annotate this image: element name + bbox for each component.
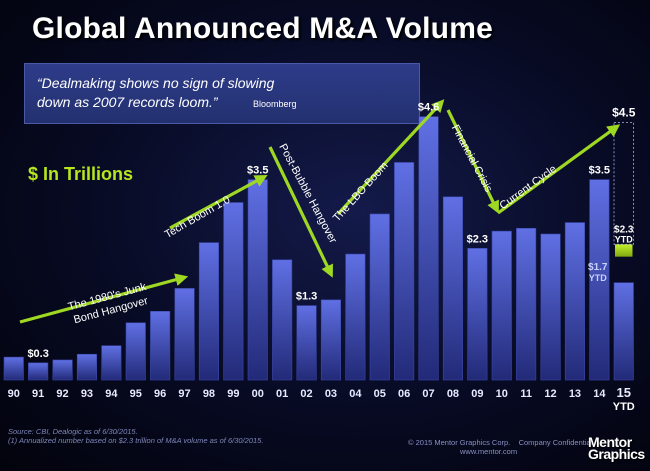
tick-label-04: 04 (349, 388, 362, 400)
bar-09 (467, 248, 488, 381)
tick-label-10: 10 (496, 388, 508, 400)
bar-13 (564, 222, 586, 381)
bar-94 (101, 345, 122, 381)
value-label-00: $3.5 (247, 165, 268, 177)
tick-label-92: 92 (56, 388, 68, 400)
tick-label-15: 15 (617, 385, 631, 400)
value-label-projected: $4.5 (612, 105, 636, 119)
value-label-07: $4.6 (418, 102, 439, 114)
tick-label-01: 01 (276, 388, 288, 400)
tick-label-08: 08 (447, 388, 459, 400)
value-label-09: $2.3 (467, 233, 488, 245)
quote-box: “Dealmaking shows no sign of slowing dow… (24, 63, 420, 124)
tick-label-96: 96 (154, 388, 166, 400)
value-label-annualized-ytd: YTD (615, 234, 634, 244)
value-label-ytd-actual-sub: YTD (589, 273, 608, 283)
bar-91 (28, 362, 49, 381)
bar-14 (589, 179, 610, 381)
value-label-02: $1.3 (296, 291, 317, 303)
bar-93 (76, 353, 97, 381)
bar-96 (150, 310, 171, 381)
annotation-label: Post-Bubble Hangover (276, 142, 339, 246)
tick-sublabel-15: YTD (613, 401, 635, 413)
ytd-annualized-bar (615, 244, 633, 257)
value-label-91: $0.3 (27, 348, 48, 360)
tick-label-03: 03 (325, 388, 337, 400)
value-label-14: $3.5 (589, 165, 610, 177)
tick-label-09: 09 (471, 388, 483, 400)
bar-07 (418, 116, 439, 381)
bar-98 (198, 242, 219, 381)
bar-00 (247, 179, 268, 381)
source-line: (1) Annualized number based on $2.3 tril… (8, 436, 264, 445)
bar-90 (3, 356, 24, 381)
bar-04 (345, 253, 366, 381)
annotation-label: Financial Crisis (449, 123, 495, 195)
chart-subtitle: $ In Trillions (28, 164, 134, 184)
copyright-line: © 2015 Mentor Graphics Corp. Company Con… (408, 438, 593, 447)
bar-97 (174, 288, 195, 381)
trend-arrow (268, 146, 334, 278)
tick-label-13: 13 (569, 388, 581, 400)
bar-15 (613, 282, 634, 381)
trend-arrow (169, 174, 268, 230)
page-title: Global Announced M&A Volume (32, 12, 493, 45)
quote-text: “Dealmaking shows no sign of slowing dow… (37, 75, 275, 110)
bar-01 (272, 259, 293, 381)
quote-source: Bloomberg (253, 99, 297, 109)
bar-08 (442, 196, 464, 381)
value-label-ytd-actual: $1.7 (588, 262, 608, 273)
tick-label-99: 99 (227, 388, 239, 400)
tick-label-98: 98 (203, 388, 215, 400)
tick-label-11: 11 (520, 388, 532, 400)
tick-label-02: 02 (300, 388, 312, 400)
tick-label-93: 93 (81, 388, 93, 400)
bar-92 (52, 359, 73, 381)
bar-10 (491, 230, 512, 381)
tick-label-91: 91 (32, 388, 44, 400)
trend-arrow (497, 124, 621, 215)
bar-06 (394, 162, 415, 381)
tick-label-07: 07 (422, 388, 434, 400)
value-label-annualized: $2.3 (614, 224, 634, 235)
trend-arrow (446, 109, 499, 214)
ytd-projected-outline (613, 121, 634, 245)
bar-02 (296, 305, 317, 381)
source-footnote: Source: CBI, Dealogic as of 6/30/2015. (… (8, 427, 263, 445)
tick-label-14: 14 (593, 388, 606, 400)
tick-label-05: 05 (374, 388, 386, 400)
trend-arrow (19, 273, 189, 324)
tick-label-90: 90 (8, 388, 20, 400)
copyright: © 2015 Mentor Graphics Corp. Company Con… (408, 438, 592, 456)
annotation-label: Current Cycle (498, 163, 559, 212)
tick-label-00: 00 (252, 388, 264, 400)
company-logo: Mentor Graphics (588, 434, 645, 462)
tick-label-97: 97 (178, 388, 190, 400)
bar-12 (540, 233, 561, 381)
annotation-label: Tech Boom 1.0 (163, 194, 233, 241)
website: www.mentor.com (460, 447, 518, 456)
bar-95 (125, 322, 146, 381)
source-line: Source: CBI, Dealogic as of 6/30/2015. (8, 427, 138, 436)
tick-label-95: 95 (130, 388, 142, 400)
trend-arrow (336, 99, 445, 216)
tick-label-94: 94 (105, 388, 118, 400)
tick-label-06: 06 (398, 388, 410, 400)
bar-05 (369, 213, 390, 381)
tick-label-12: 12 (544, 388, 556, 400)
bar-99 (223, 202, 244, 381)
bar-11 (516, 227, 537, 381)
bar-03 (320, 299, 342, 381)
